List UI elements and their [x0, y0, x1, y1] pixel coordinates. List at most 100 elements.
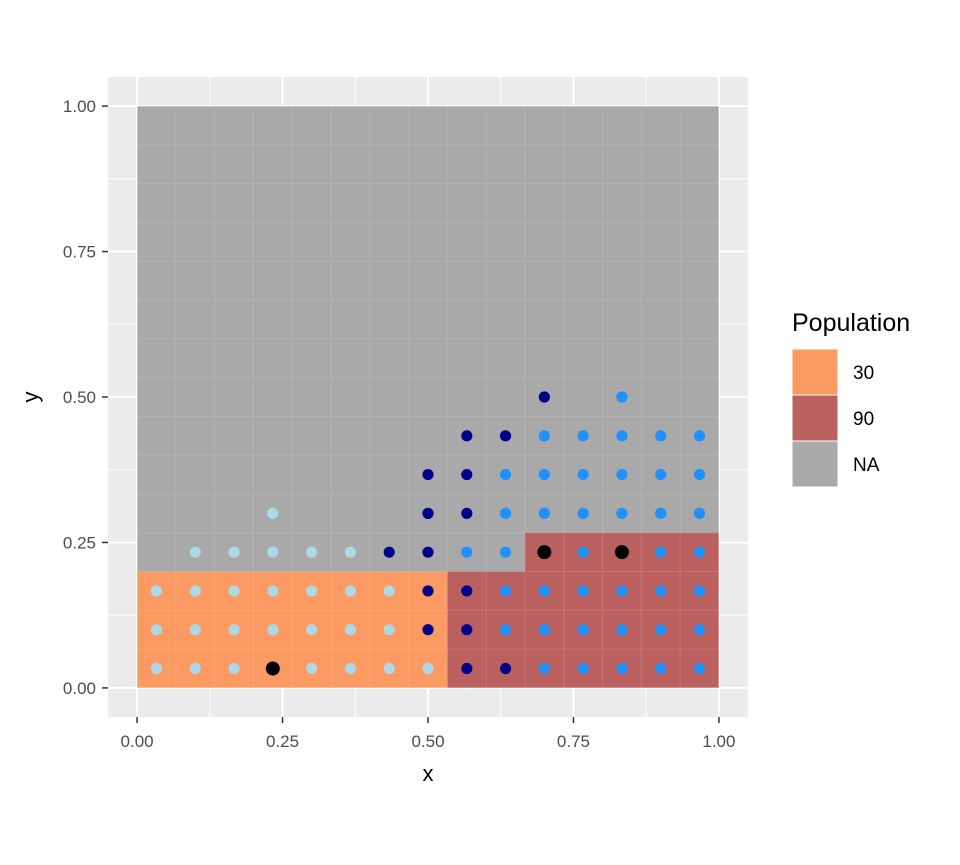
data-point [693, 507, 706, 519]
data-point [228, 585, 240, 597]
data-point [655, 468, 667, 481]
y-tick-label: 0.50 [63, 388, 96, 407]
data-point [614, 545, 629, 560]
x-axis: 0.00 0.25 0.50 0.75 1.00 [121, 717, 735, 751]
data-point [655, 585, 667, 597]
data-point [499, 430, 512, 442]
data-point [422, 624, 434, 636]
x-tick-label: 1.00 [702, 732, 735, 751]
legend-label: 30 [853, 363, 874, 384]
data-point [383, 662, 395, 675]
data-point [693, 662, 706, 675]
data-point [693, 546, 706, 558]
data-point [189, 662, 201, 675]
data-point [538, 507, 550, 519]
data-point [616, 585, 628, 597]
data-point [344, 546, 357, 558]
data-point [538, 585, 550, 597]
data-point [228, 546, 240, 558]
data-point [461, 430, 473, 442]
data-point [499, 662, 512, 675]
legend-key [791, 394, 839, 442]
data-point [267, 546, 279, 558]
data-point [383, 585, 395, 597]
data-point [267, 624, 279, 636]
data-point [422, 546, 434, 558]
data-point [577, 468, 589, 481]
population-regions [136, 105, 720, 689]
legend-label: NA [853, 455, 880, 476]
data-point [461, 624, 473, 636]
data-point [306, 585, 318, 597]
data-point [461, 507, 473, 519]
data-point [422, 468, 434, 481]
legend-items: 30 90 NA [791, 348, 880, 488]
data-point [422, 662, 434, 675]
y-axis-title: y [18, 392, 43, 403]
data-point [693, 585, 706, 597]
legend-label: 90 [853, 409, 874, 430]
data-point [461, 662, 473, 675]
y-tick-label: 1.00 [63, 97, 96, 116]
data-point [616, 507, 628, 519]
data-point [538, 662, 550, 675]
data-point [499, 585, 512, 597]
data-point [189, 585, 201, 597]
data-point [461, 585, 473, 597]
data-points [150, 391, 706, 676]
data-point [383, 546, 395, 558]
data-point [577, 662, 589, 675]
data-point [383, 624, 395, 636]
data-point [150, 662, 163, 675]
data-point [693, 430, 706, 442]
legend-key [791, 440, 839, 488]
x-tick-label: 0.50 [411, 732, 444, 751]
data-point [306, 624, 318, 636]
y-tick-label: 0.00 [63, 679, 96, 698]
data-point [344, 624, 357, 636]
y-tick-label: 0.75 [63, 243, 96, 262]
data-point [499, 507, 512, 519]
data-point [422, 585, 434, 597]
data-point [189, 546, 201, 558]
data-point [655, 507, 667, 519]
data-point [267, 507, 279, 519]
data-point [461, 468, 473, 481]
data-point [306, 546, 318, 558]
y-tick-label: 0.25 [63, 533, 96, 552]
y-axis: 0.00 0.25 0.50 0.75 1.00 [63, 97, 108, 698]
data-point [344, 585, 357, 597]
data-point [189, 624, 201, 636]
data-point [422, 507, 434, 519]
data-point [537, 545, 552, 560]
data-point [344, 662, 357, 675]
data-point [616, 624, 628, 636]
data-point [616, 662, 628, 675]
data-point [538, 391, 550, 403]
data-point [616, 468, 628, 481]
data-point [655, 546, 667, 558]
x-tick-label: 0.75 [557, 732, 590, 751]
data-point [265, 661, 280, 676]
data-point [461, 546, 473, 558]
region-90 [447, 571, 525, 688]
data-point [499, 624, 512, 636]
data-point [267, 585, 279, 597]
x-tick-label: 0.25 [266, 732, 299, 751]
data-point [577, 585, 589, 597]
data-point [577, 546, 589, 558]
data-point [577, 430, 589, 442]
data-point [499, 468, 512, 481]
data-point [538, 468, 550, 481]
data-point [228, 624, 240, 636]
data-point [577, 624, 589, 636]
x-axis-title: x [423, 761, 434, 786]
data-point [655, 624, 667, 636]
data-point [655, 430, 667, 442]
x-tick-label: 0.00 [121, 732, 154, 751]
legend: Population 30 90 NA [791, 309, 910, 488]
data-point [538, 430, 550, 442]
data-point [228, 662, 240, 675]
region-outline [136, 105, 720, 689]
